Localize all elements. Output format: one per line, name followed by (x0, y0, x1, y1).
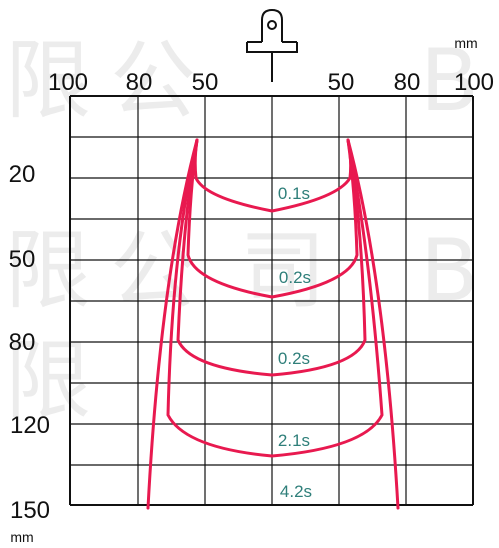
left-axis-label: 120 (10, 412, 50, 439)
svg-text:B: B (420, 31, 479, 131)
left-axis-label: 150 (10, 497, 50, 524)
spray-curve-4-2s (146, 138, 199, 510)
top-axis-label: 100 (454, 69, 494, 96)
top-axis-label: 80 (394, 69, 421, 96)
top-axis-label: 100 (48, 69, 88, 96)
svg-text:B: B (420, 221, 479, 321)
top-axis-label: 50 (328, 69, 355, 96)
time-label: 0.1s (278, 184, 310, 203)
time-label: 0.2s (278, 349, 310, 368)
grid (69, 95, 474, 506)
time-label: 0.2s (279, 268, 311, 287)
nozzle-icon (246, 8, 298, 82)
unit-label-bottom-left: mm (10, 529, 33, 545)
spray-curves (146, 138, 400, 510)
svg-text:限: 限 (5, 331, 91, 431)
svg-text:限: 限 (5, 221, 91, 321)
left-axis-label: 80 (9, 329, 36, 356)
top-axis-label: 50 (192, 69, 219, 96)
left-axis-label: 50 (9, 246, 36, 273)
svg-text:限: 限 (5, 31, 91, 131)
left-axis-label: 20 (9, 161, 36, 188)
time-labels: 0.1s 0.2s 0.2s 2.1s 4.2s (278, 184, 312, 501)
top-axis: 100 80 50 50 80 100 (48, 69, 494, 96)
spray-curve-0-2s-a (186, 138, 359, 299)
spray-curve-2-1s (166, 138, 384, 458)
time-label: 4.2s (280, 482, 312, 501)
time-label: 2.1s (278, 431, 310, 450)
unit-label-top-right: mm (454, 35, 477, 51)
top-axis-label: 80 (126, 69, 153, 96)
spray-curve-0-1s (193, 138, 353, 213)
watermark: 限 限 限 公 公 司 B B (5, 31, 479, 431)
svg-text:公: 公 (110, 31, 196, 131)
spray-curve-0-2s-b (176, 138, 367, 377)
left-axis: 20 50 80 120 150 (9, 161, 50, 524)
spray-curve-4-2s (346, 138, 400, 510)
svg-text:司: 司 (240, 221, 326, 321)
